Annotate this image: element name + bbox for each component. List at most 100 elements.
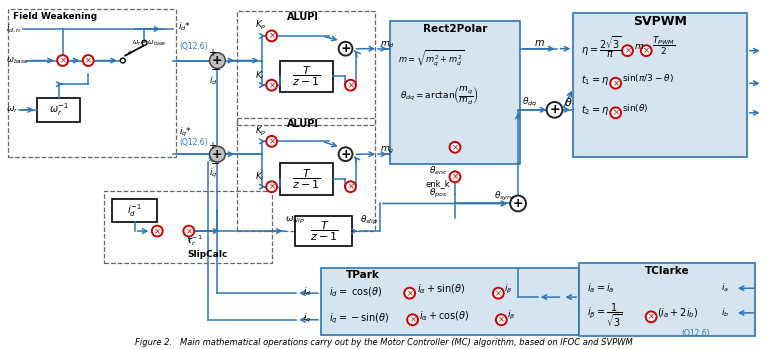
Text: $\times$: $\times$ [624, 46, 631, 55]
Text: (Q12.6): (Q12.6) [179, 42, 207, 51]
Text: $\theta_{dq}$: $\theta_{dq}$ [522, 96, 538, 110]
Circle shape [646, 311, 657, 322]
Circle shape [184, 226, 194, 237]
Text: $\times$: $\times$ [451, 172, 459, 181]
Circle shape [345, 80, 356, 91]
Circle shape [407, 314, 418, 325]
Circle shape [622, 45, 633, 56]
Text: $i_q$: $i_q$ [303, 312, 312, 325]
Text: $K_i$: $K_i$ [255, 69, 264, 82]
Circle shape [404, 288, 415, 299]
Text: $i_d$: $i_d$ [209, 74, 217, 87]
Circle shape [339, 42, 353, 55]
Text: $i_q$: $i_q$ [209, 168, 217, 180]
Text: $\eta=\dfrac{2\sqrt{3}}{\pi}$: $\eta=\dfrac{2\sqrt{3}}{\pi}$ [581, 34, 622, 60]
Text: $i_q$*: $i_q$* [179, 126, 192, 139]
Text: $\tau_r^{-1}$: $\tau_r^{-1}$ [186, 233, 203, 248]
Text: $i_d$: $i_d$ [303, 286, 312, 298]
Text: $\omega_r^{-1}$: $\omega_r^{-1}$ [48, 102, 68, 118]
Circle shape [210, 53, 225, 68]
Text: +: + [207, 141, 216, 151]
Text: $\omega_r$: $\omega_r$ [6, 105, 19, 115]
Text: $m=\sqrt{m_q^2+m_d^2}$: $m=\sqrt{m_q^2+m_d^2}$ [398, 49, 464, 69]
Text: $i_\alpha + \sin(\theta)$: $i_\alpha + \sin(\theta)$ [416, 282, 465, 296]
Circle shape [152, 226, 163, 237]
Text: $i_d$*: $i_d$* [178, 21, 191, 33]
Text: $i_\beta$: $i_\beta$ [507, 309, 515, 322]
Text: +: + [127, 50, 133, 55]
Circle shape [266, 136, 277, 147]
Text: $i_\alpha + \cos(\theta)$: $i_\alpha + \cos(\theta)$ [419, 309, 470, 322]
Text: $\times$: $\times$ [268, 137, 276, 146]
Text: $K_p$: $K_p$ [255, 125, 266, 138]
Text: $\times$: $\times$ [185, 227, 193, 236]
Circle shape [611, 107, 621, 118]
Text: ALUPI: ALUPI [287, 119, 319, 129]
FancyBboxPatch shape [321, 268, 579, 335]
Text: +: + [340, 148, 351, 161]
Circle shape [449, 142, 460, 153]
Text: $t_2=\eta$: $t_2=\eta$ [581, 103, 610, 117]
Text: +: + [212, 148, 223, 161]
Text: $\times$: $\times$ [154, 227, 161, 236]
Text: $K_p$: $K_p$ [255, 18, 266, 32]
Text: $\dfrac{T_{PWM}}{2}$: $\dfrac{T_{PWM}}{2}$ [652, 35, 675, 57]
Text: $\times$: $\times$ [268, 81, 276, 90]
Text: −: − [210, 159, 220, 169]
Text: $i_q= -\sin(\theta)$: $i_q= -\sin(\theta)$ [329, 312, 389, 326]
Text: $m$: $m$ [534, 38, 545, 48]
Circle shape [493, 288, 504, 299]
Text: $i_\beta = \dfrac{1}{\sqrt{3}}$: $i_\beta = \dfrac{1}{\sqrt{3}}$ [587, 301, 623, 329]
Text: $m_q$: $m_q$ [380, 145, 395, 156]
Text: $\times$: $\times$ [647, 312, 655, 321]
Text: $i_{d,n}$: $i_{d,n}$ [6, 23, 22, 35]
Text: TClarke: TClarke [644, 266, 689, 275]
Text: $\times$: $\times$ [498, 315, 505, 325]
FancyBboxPatch shape [280, 163, 333, 195]
Text: Field Weakening: Field Weakening [13, 12, 98, 21]
Circle shape [121, 58, 125, 63]
FancyBboxPatch shape [112, 199, 157, 222]
Text: $\dfrac{T}{z-1}$: $\dfrac{T}{z-1}$ [310, 219, 338, 243]
Text: SVPWM: SVPWM [633, 15, 687, 28]
Text: $(i_a + 2i_b)$: $(i_a + 2i_b)$ [657, 306, 698, 320]
Text: $i_a$: $i_a$ [721, 282, 729, 295]
Circle shape [641, 45, 651, 56]
Text: $m$: $m$ [634, 42, 644, 51]
Text: $\omega_{base}$: $\omega_{base}$ [6, 55, 29, 66]
Text: $\times$: $\times$ [58, 56, 67, 65]
Text: $\theta_{sync}$: $\theta_{sync}$ [495, 190, 516, 203]
Text: $i_d^{-1}$: $i_d^{-1}$ [127, 202, 142, 219]
Circle shape [449, 171, 460, 182]
Text: $i_\beta$: $i_\beta$ [505, 283, 512, 296]
Text: $\sin(\theta)$: $\sin(\theta)$ [621, 102, 648, 114]
Text: $\theta_{slip}$: $\theta_{slip}$ [360, 214, 379, 227]
Circle shape [83, 55, 94, 66]
Text: TPark: TPark [346, 270, 379, 281]
Circle shape [496, 314, 507, 325]
Text: Rect2Polar: Rect2Polar [423, 24, 487, 34]
Text: SlipCalc: SlipCalc [188, 250, 228, 259]
Text: $t_1=\eta$: $t_1=\eta$ [581, 73, 610, 87]
Text: $\times$: $\times$ [268, 182, 276, 192]
Text: $i_d=\ \cos(\theta)$: $i_d=\ \cos(\theta)$ [329, 285, 382, 299]
FancyBboxPatch shape [295, 216, 353, 246]
Text: enk_k: enk_k [425, 179, 450, 188]
Text: $\theta_{enc}$: $\theta_{enc}$ [429, 165, 449, 177]
Circle shape [547, 102, 562, 118]
Text: $\times$: $\times$ [84, 56, 92, 65]
Text: $K_i$: $K_i$ [255, 171, 264, 183]
Circle shape [510, 195, 526, 211]
FancyBboxPatch shape [579, 262, 755, 335]
Text: −: − [210, 65, 220, 75]
Circle shape [611, 78, 621, 89]
Circle shape [266, 30, 277, 41]
Text: $\omega_r>\omega_{base}$: $\omega_r>\omega_{base}$ [131, 38, 166, 48]
Circle shape [210, 146, 225, 162]
Circle shape [266, 80, 277, 91]
Text: $i_b$: $i_b$ [721, 307, 730, 319]
Text: +: + [549, 103, 560, 116]
Text: $\theta_{dq}=\arctan\!\left(\dfrac{m_q}{m_d}\right)$: $\theta_{dq}=\arctan\!\left(\dfrac{m_q}{… [400, 84, 478, 106]
Text: $\times$: $\times$ [612, 108, 620, 118]
Text: $\times$: $\times$ [346, 81, 354, 90]
